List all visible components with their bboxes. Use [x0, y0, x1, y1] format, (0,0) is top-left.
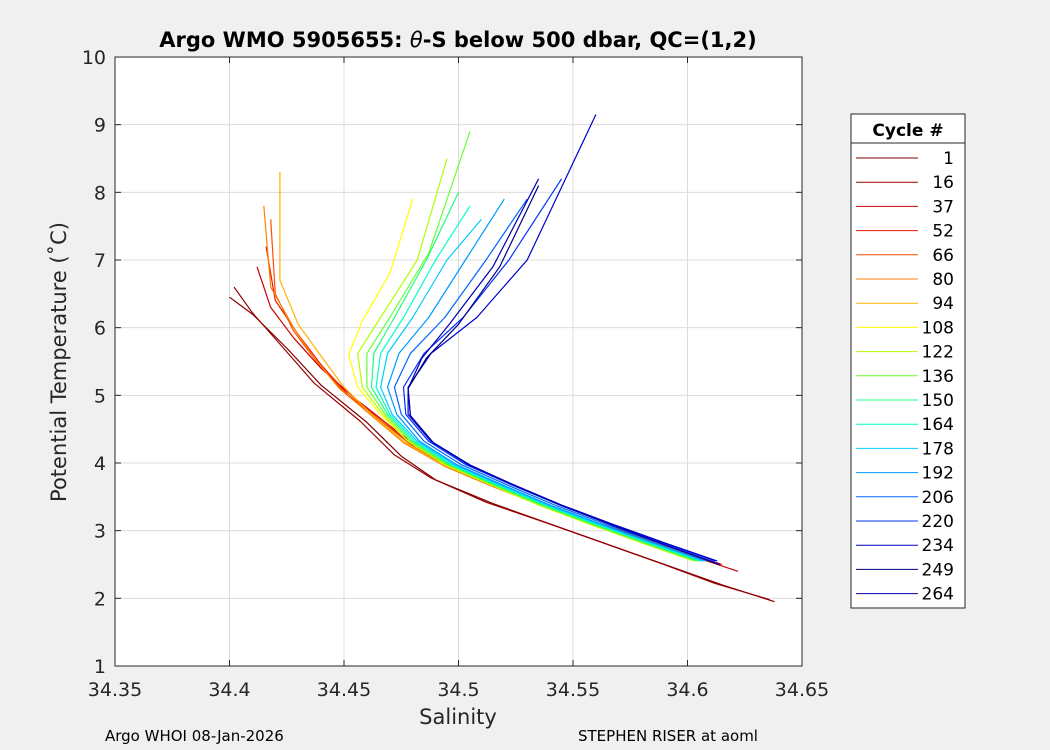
series-line-cycle-264 [407, 178, 720, 566]
series-line-cycle-178 [380, 219, 704, 562]
legend-label-cycle-234: 234 [922, 536, 954, 556]
footer-right: STEPHEN RISER at aoml [578, 727, 758, 745]
series-line-cycle-164 [375, 205, 702, 562]
legend-label-cycle-122: 122 [922, 343, 954, 363]
series-line-cycle-234 [407, 114, 718, 562]
x-tick-label: 34.45 [317, 679, 371, 701]
y-tick-label: 3 [94, 521, 106, 543]
legend-label-cycle-37: 37 [932, 197, 954, 217]
y-axis-ticks: 1 2 3 4 5 6 7 8 9 10 [82, 47, 802, 678]
legend-items: 1 16 37 52 66 80 94 108 122 136 150 164 178 192 206 220… [856, 149, 954, 605]
legend-label-cycle-52: 52 [932, 222, 954, 242]
legend-box [850, 113, 966, 609]
y-tick-label: 10 [82, 47, 106, 69]
legend-label-cycle-136: 136 [922, 367, 954, 387]
legend-label-cycle-16: 16 [932, 173, 954, 193]
legend-label-cycle-108: 108 [922, 318, 954, 338]
legend-label-cycle-249: 249 [922, 560, 954, 580]
legend-label-cycle-192: 192 [922, 464, 954, 484]
footer-left: Argo WHOI 08-Jan-2026 [105, 727, 284, 745]
series-line-cycle-16 [233, 286, 771, 601]
legend-label-cycle-220: 220 [922, 512, 954, 532]
series-line-cycle-122 [357, 158, 695, 562]
y-tick-label: 7 [94, 250, 106, 272]
x-tick-label: 34.6 [666, 679, 708, 701]
legend-label-cycle-1: 1 [943, 149, 954, 169]
legend-title: Cycle # [872, 121, 943, 141]
legend: Cycle # 11637526680941081221361501641781… [850, 113, 966, 609]
chart-title: Argo WMO 5905655: θ-S below 500 dbar, QC… [159, 28, 756, 52]
series-line-cycle-206 [393, 198, 711, 562]
x-axis-label: Salinity [419, 705, 497, 729]
legend-label-cycle-206: 206 [922, 488, 954, 508]
x-tick-label: 34.5 [437, 679, 479, 701]
x-axis-ticks: 34.35 34.4 34.45 34.5 34.55 34.6 34.65 [88, 57, 829, 701]
y-axis-label: Potential Temperature (˚C) [47, 222, 71, 502]
legend-label-cycle-264: 264 [922, 585, 954, 605]
series-line-cycle-150 [370, 192, 700, 562]
y-tick-label: 2 [94, 588, 106, 610]
x-tick-label: 34.4 [208, 679, 250, 701]
y-tick-label: 5 [94, 385, 106, 407]
legend-label-cycle-80: 80 [932, 270, 954, 290]
x-tick-label: 34.55 [546, 679, 600, 701]
legend-label-cycle-164: 164 [922, 415, 954, 435]
series-line-cycle-192 [386, 198, 706, 562]
y-tick-label: 9 [94, 115, 106, 137]
series-line-cycle-136 [366, 131, 697, 562]
y-tick-label: 6 [94, 318, 106, 340]
legend-label-cycle-150: 150 [922, 391, 954, 411]
legend-label-cycle-66: 66 [932, 246, 954, 266]
legend-label-cycle-178: 178 [922, 439, 954, 459]
y-tick-label: 8 [94, 182, 106, 204]
series-layer [229, 114, 775, 603]
x-tick-label: 34.65 [775, 679, 829, 701]
x-tick-label: 34.35 [88, 679, 142, 701]
y-tick-label: 1 [94, 656, 106, 678]
grid-lines [115, 57, 802, 666]
y-tick-label: 4 [94, 453, 106, 475]
legend-label-cycle-94: 94 [932, 294, 954, 314]
